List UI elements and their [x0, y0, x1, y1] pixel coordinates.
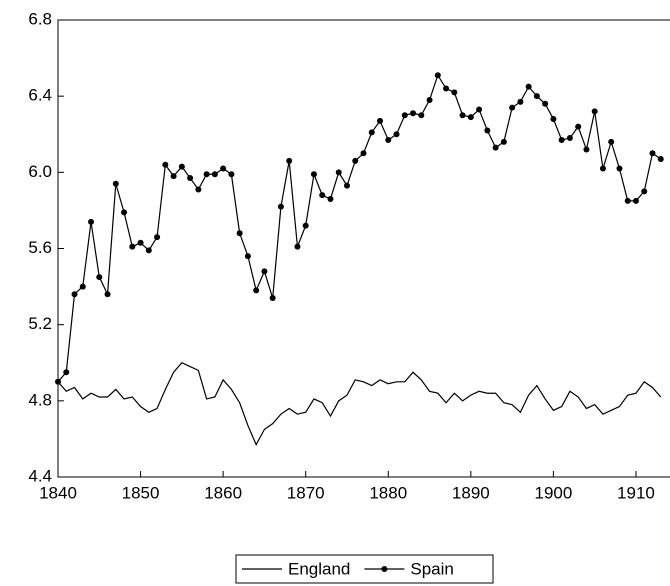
data-point: [467, 114, 474, 121]
data-point: [418, 112, 425, 119]
y-tick-label: 4.8: [28, 390, 52, 409]
data-point: [368, 129, 375, 136]
data-point: [377, 117, 384, 124]
data-point: [632, 197, 639, 204]
data-point: [517, 98, 524, 105]
data-point: [277, 203, 284, 210]
data-point: [137, 239, 144, 246]
data-point: [236, 230, 243, 237]
data-point: [451, 89, 458, 96]
data-point: [203, 171, 210, 178]
data-point: [286, 157, 293, 164]
data-point: [542, 100, 549, 107]
data-point: [533, 93, 540, 100]
data-point: [104, 291, 111, 298]
data-point: [154, 234, 161, 241]
x-tick-label: 1890: [452, 483, 490, 502]
x-tick-label: 1850: [122, 483, 160, 502]
data-point: [253, 287, 260, 294]
y-tick-label: 4.4: [28, 466, 52, 485]
data-point: [641, 188, 648, 195]
data-point: [360, 150, 367, 157]
y-tick-label: 5.6: [28, 238, 52, 257]
data-point: [244, 253, 251, 260]
data-point: [649, 150, 656, 157]
data-point: [162, 161, 169, 168]
data-point: [170, 173, 177, 180]
x-tick-label: 1840: [39, 483, 77, 502]
data-point: [79, 283, 86, 290]
data-point: [459, 112, 466, 119]
data-point: [352, 157, 359, 164]
x-tick-label: 1870: [287, 483, 325, 502]
data-point: [492, 144, 499, 151]
x-tick-label: 1880: [369, 483, 407, 502]
data-point: [401, 112, 408, 119]
data-point: [96, 274, 103, 281]
data-point: [228, 171, 235, 178]
data-point: [195, 186, 202, 193]
data-point: [558, 136, 565, 143]
data-point: [343, 182, 350, 189]
data-point: [410, 110, 417, 117]
data-point: [657, 156, 664, 163]
data-point: [476, 106, 483, 113]
y-tick-label: 5.2: [28, 314, 52, 333]
data-point: [583, 146, 590, 153]
data-point: [187, 175, 194, 182]
data-point: [71, 291, 78, 298]
data-point: [509, 104, 516, 111]
data-point: [385, 136, 392, 143]
data-point: [211, 171, 218, 178]
data-point: [426, 96, 433, 103]
series-line: [57, 73, 662, 383]
data-point: [294, 243, 301, 250]
data-point: [434, 72, 441, 79]
data-point: [55, 378, 61, 385]
legend-marker: [381, 566, 388, 572]
x-tick-label: 1900: [534, 483, 572, 502]
data-point: [269, 295, 276, 302]
data-point: [220, 165, 227, 172]
y-tick-label: 6.0: [28, 162, 52, 181]
data-point: [335, 169, 342, 176]
data-point: [63, 369, 70, 376]
y-tick-label: 6.8: [28, 9, 52, 28]
data-point: [608, 138, 615, 145]
data-point: [129, 243, 136, 250]
data-point: [327, 195, 334, 202]
data-point: [319, 192, 326, 199]
data-point: [443, 85, 450, 92]
legend-label: Spain: [410, 559, 453, 578]
data-point: [261, 268, 268, 275]
x-tick-label: 1910: [617, 483, 655, 502]
data-point: [121, 209, 128, 216]
data-point: [591, 108, 598, 115]
data-point: [624, 197, 631, 204]
data-point: [484, 127, 491, 134]
data-point: [302, 222, 309, 229]
x-tick-label: 1860: [204, 483, 242, 502]
data-point: [616, 165, 623, 172]
data-point: [112, 180, 119, 187]
data-point: [550, 116, 557, 123]
data-point: [310, 171, 317, 178]
data-point: [393, 131, 400, 138]
data-point: [575, 123, 582, 130]
data-point: [178, 163, 185, 170]
y-tick-label: 6.4: [28, 86, 52, 105]
data-point: [88, 218, 95, 225]
data-point: [500, 138, 507, 145]
data-point: [145, 247, 152, 254]
series-line: [57, 362, 662, 446]
data-point: [525, 83, 532, 90]
legend-label: England: [288, 559, 350, 578]
data-point: [599, 165, 606, 172]
data-point: [566, 135, 573, 142]
